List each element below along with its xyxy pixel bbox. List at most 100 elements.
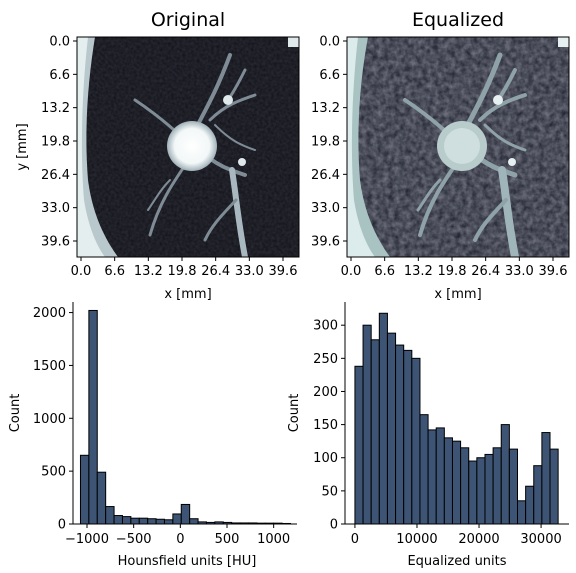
eq-ytick-label: 150 xyxy=(313,418,338,433)
hu-bar xyxy=(172,513,182,525)
hu-ylabel: Count xyxy=(8,394,23,433)
equalized-ytick-label: 33.0 xyxy=(311,201,340,216)
hu-histogram-bars xyxy=(79,309,291,525)
eq-bar xyxy=(549,448,559,525)
eq-ytick-label: 250 xyxy=(313,352,338,367)
original-axis-ticks: 0.0 6.6 13.2 19.8 26.4 33.0 39.60.06.613.219.8… xyxy=(41,35,297,280)
eq-xtick-label: 0 xyxy=(351,532,359,547)
original-ylabel: y [mm] xyxy=(15,123,30,170)
eq-bar xyxy=(419,414,429,525)
eq-bar xyxy=(492,447,502,525)
original-ytick-label: 39.6 xyxy=(41,235,70,250)
eq-bar xyxy=(403,349,413,525)
hu-bar xyxy=(105,506,115,525)
eq-bar xyxy=(516,500,527,525)
hu-ytick-label: 500 xyxy=(41,465,66,480)
eq-bar xyxy=(508,448,518,525)
eq-bar xyxy=(435,427,445,525)
equalized-image xyxy=(347,37,569,257)
equalized-ytick-label: 19.8 xyxy=(311,135,340,150)
eq-ytick-label: 200 xyxy=(313,385,338,400)
equalized-xtick-label: 0.0 xyxy=(341,264,362,279)
equalized-xtick-label: 19.8 xyxy=(438,264,467,279)
eq-bar xyxy=(500,424,510,525)
original-panel: Original xyxy=(15,9,300,302)
original-xtick-label: 33.0 xyxy=(235,264,264,279)
hu-bar xyxy=(130,517,140,525)
equalized-ytick-label: 0.0 xyxy=(319,35,340,50)
equalized-xlabel: x [mm] xyxy=(434,287,481,302)
hu-bar xyxy=(180,503,191,525)
hu-xlabel: Hounsfield units [HU] xyxy=(118,554,257,569)
eq-bar xyxy=(451,440,462,525)
equalized-ytick-label: 39.6 xyxy=(311,235,340,250)
original-xtick-label: 39.6 xyxy=(269,264,298,279)
equalized-ytick-label: 13.2 xyxy=(311,101,340,116)
original-ytick-label: 33.0 xyxy=(41,201,70,216)
original-ytick-label: 6.6 xyxy=(49,68,70,83)
hu-xtick-label: 1000 xyxy=(257,532,290,547)
original-image xyxy=(77,37,299,257)
hu-bar xyxy=(189,518,199,525)
equalized-xtick-label: 39.6 xyxy=(539,264,568,279)
hu-xtick-label: −1000 xyxy=(65,532,109,547)
equalized-histogram: 0 10000 20000 30000 0 50 100 150 200 250 300 Equal… xyxy=(287,302,569,569)
hu-bar xyxy=(138,517,149,525)
hu-bar xyxy=(88,309,98,525)
hu-bar xyxy=(113,515,123,525)
equalized-axis-ticks: 0.0 6.6 13.2 19.8 26.4 33.0 39.60.06.613.219.8… xyxy=(311,35,567,280)
equalized-xtick-label: 13.2 xyxy=(404,264,433,279)
hu-xtick-label: −500 xyxy=(116,532,152,547)
eq-bar xyxy=(525,485,535,525)
eq-bar xyxy=(533,465,543,525)
original-xtick-label: 26.4 xyxy=(201,264,230,279)
eq-bar xyxy=(427,429,437,525)
eq-xlabel: Equalized units xyxy=(407,554,506,569)
eq-bar xyxy=(378,312,388,525)
eq-bar xyxy=(468,460,478,525)
hu-ytick-label: 1500 xyxy=(33,359,66,374)
original-title: Original xyxy=(151,9,225,31)
equalized-xtick-label: 6.6 xyxy=(374,264,395,279)
eq-bar xyxy=(476,457,486,525)
eq-bar xyxy=(370,339,380,525)
eq-ytick-label: 0 xyxy=(330,518,338,533)
eq-axis-ticks: 0 10000 20000 30000 0 50 100 150 200 250 300 xyxy=(313,319,562,547)
eq-ylabel: Count xyxy=(287,394,302,433)
eq-ytick-label: 50 xyxy=(321,484,338,499)
original-xtick-label: 13.2 xyxy=(134,264,163,279)
equalized-histogram-bars xyxy=(354,312,559,525)
hu-bar xyxy=(147,518,157,525)
equalized-ytick-label: 6.6 xyxy=(319,68,340,83)
hu-axis-ticks: −1000 −500 0 500 1000 0 500 1000 1500 2000 xyxy=(33,306,290,547)
original-ytick-label: 13.2 xyxy=(41,101,70,116)
hu-bar xyxy=(96,471,107,525)
eq-bar xyxy=(386,332,397,525)
eq-bar xyxy=(354,365,364,525)
eq-xtick-label: 10000 xyxy=(396,532,437,547)
eq-bar xyxy=(460,447,470,525)
eq-xtick-label: 30000 xyxy=(520,532,561,547)
original-xlabel: x [mm] xyxy=(164,287,211,302)
hu-bar xyxy=(121,516,132,525)
original-xtick-label: 19.8 xyxy=(168,264,197,279)
hu-ytick-label: 1000 xyxy=(33,412,66,427)
equalized-ytick-label: 26.4 xyxy=(311,168,340,183)
equalized-panel: Equalized 0.0 6 xyxy=(311,9,570,302)
eq-bar xyxy=(411,357,421,525)
eq-xtick-label: 20000 xyxy=(458,532,499,547)
original-ytick-label: 0.0 xyxy=(49,35,70,50)
hu-ytick-label: 0 xyxy=(58,518,66,533)
hu-ytick-label: 2000 xyxy=(33,306,66,321)
eq-bar xyxy=(541,432,551,525)
eq-ytick-label: 300 xyxy=(313,319,338,334)
original-ytick-label: 19.8 xyxy=(41,135,70,150)
hu-bar xyxy=(163,519,174,525)
eq-bar xyxy=(484,453,494,525)
original-xtick-label: 6.6 xyxy=(104,264,125,279)
eq-ytick-label: 100 xyxy=(313,451,338,466)
original-ytick-label: 26.4 xyxy=(41,168,70,183)
hu-bar xyxy=(79,454,90,525)
hu-histogram: −1000 −500 0 500 1000 0 500 1000 1500 2000 Hounsf… xyxy=(8,302,297,569)
hu-xtick-label: 0 xyxy=(176,532,184,547)
